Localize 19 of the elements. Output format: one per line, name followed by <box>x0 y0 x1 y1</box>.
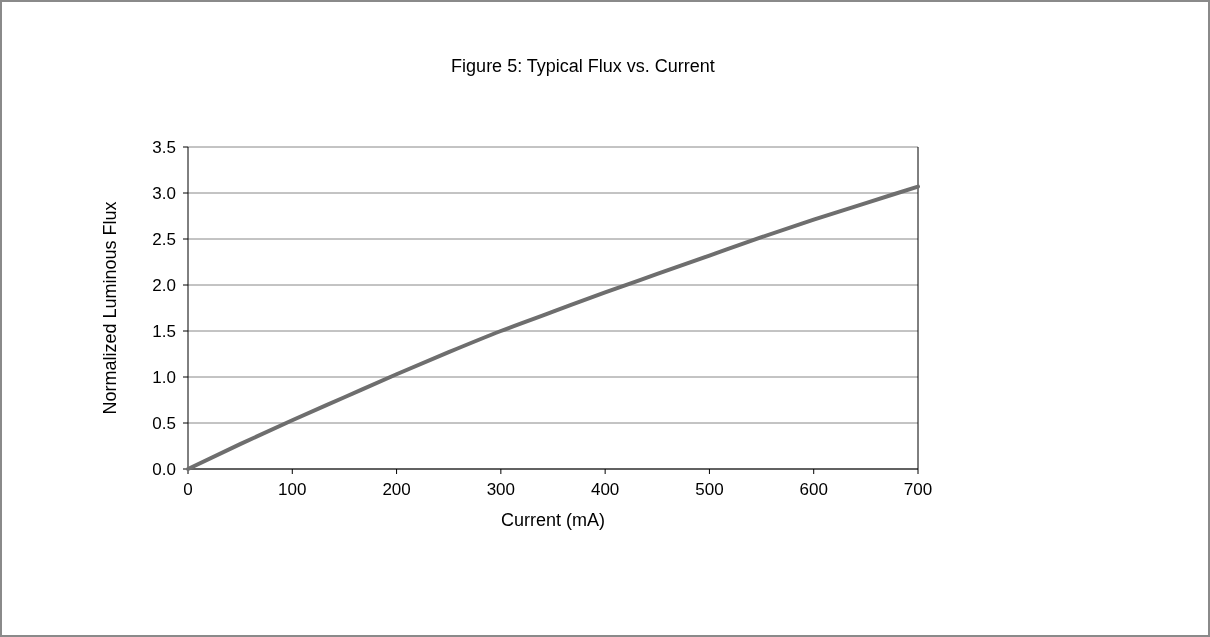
x-tick-label: 700 <box>903 480 933 499</box>
x-axis-title: Current (mA) <box>500 510 606 530</box>
x-tick-label: 100 <box>278 480 307 499</box>
y-tick-label: 1.0 <box>152 367 176 387</box>
y-tick-label: 1.5 <box>152 321 176 341</box>
y-axis-title: Normalized Luminous Flux <box>100 201 120 415</box>
x-tick-label: 0 <box>183 480 193 499</box>
x-tick-label: 500 <box>695 480 724 499</box>
x-tick-label: 200 <box>382 480 411 499</box>
chart-title: Figure 5: Typical Flux vs. Current <box>451 56 715 76</box>
y-tick-label: 0.5 <box>152 413 176 433</box>
y-tick-label: 3.5 <box>152 137 176 157</box>
x-tick-label: 300 <box>486 480 516 499</box>
y-tick-label: 3.0 <box>152 183 176 203</box>
y-tick-label: 0.0 <box>152 459 176 479</box>
x-tick-label: 600 <box>799 480 828 499</box>
y-tick-label: 2.5 <box>152 229 176 249</box>
x-tick-label: 400 <box>590 480 620 499</box>
y-tick-label: 2.0 <box>152 275 176 295</box>
